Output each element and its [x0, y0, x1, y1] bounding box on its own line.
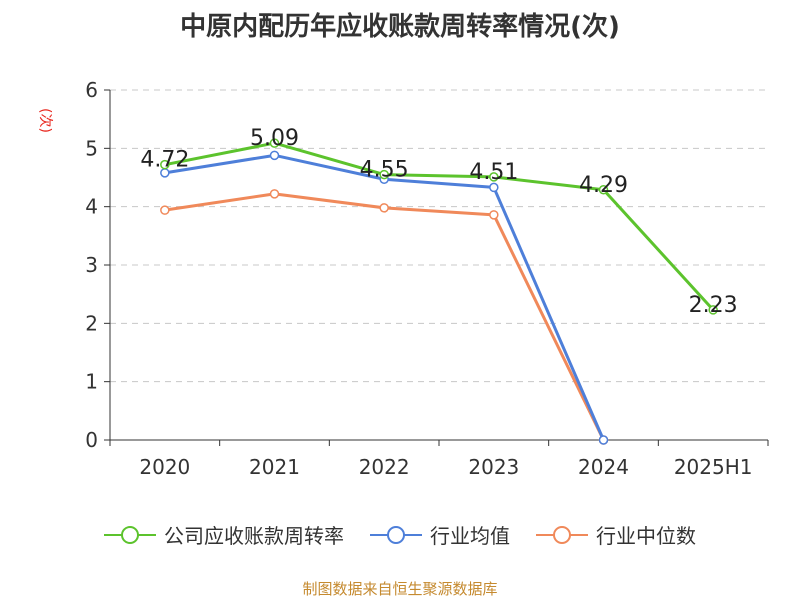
series-line-2 [164, 192, 605, 441]
series-point-1 [269, 150, 280, 161]
series-point-0 [379, 169, 389, 180]
series-point-2 [269, 189, 280, 199]
series-point-1 [489, 182, 499, 193]
legend-item-industry-mean[interactable]: 行业均值 [370, 520, 510, 549]
series-point-0 [160, 159, 170, 170]
y-tick-label: 0 [85, 428, 98, 452]
legend-swatch-industry-mean [370, 525, 422, 544]
legend-item-industry-median[interactable]: 行业中位数 [536, 520, 696, 549]
legend-swatch-company [104, 525, 156, 544]
data-label: 5.09 [250, 126, 299, 151]
y-tick-label: 3 [85, 253, 98, 277]
x-tick-label: 2023 [468, 455, 519, 479]
legend-label-industry-mean: 行业均值 [430, 524, 510, 548]
grid-layer [110, 89, 768, 383]
legend: 公司应收账款周转率 行业均值 行业中位数 [0, 520, 800, 549]
y-tick-label: 4 [85, 195, 98, 219]
chart-title: 中原内配历年应收账款周转率情况(次) [180, 12, 620, 42]
data-label: 4.29 [579, 173, 628, 198]
axis-layer: 0 1 2 3 4 5 6 2020 2021 2022 2023 2024 2025H1 [85, 78, 769, 479]
source-note: 制图数据来自恒生聚源数据库 [302, 580, 498, 598]
series-point-0 [269, 138, 280, 148]
label-layer: 4.72 5.09 4.55 4.51 4.29 2.23 [140, 126, 737, 318]
series-point-2 [379, 203, 389, 213]
x-tick-label: 2021 [249, 455, 300, 479]
series-point-0 [708, 305, 718, 315]
legend-item-company[interactable]: 公司应收账款周转率 [104, 520, 344, 549]
data-label: 2.23 [689, 293, 738, 318]
data-label: 4.51 [469, 160, 518, 185]
series-point-0 [598, 185, 609, 195]
series-line-1 [164, 153, 605, 441]
x-tick-label: 2024 [578, 455, 629, 479]
x-tick-label: 2020 [139, 455, 190, 479]
y-tick-label: 1 [85, 370, 98, 394]
y-tick-label: 5 [85, 136, 98, 160]
series-point-0 [489, 172, 499, 182]
series-point-1 [598, 435, 609, 445]
legend-label-company: 公司应收账款周转率 [164, 524, 344, 548]
data-label: 4.55 [360, 158, 409, 183]
y-tick-label: 2 [85, 311, 98, 335]
data-label: 4.72 [140, 148, 189, 173]
y-tick-label: 6 [85, 78, 98, 102]
x-tick-label: 2025H1 [674, 455, 753, 479]
legend-swatch-industry-median [536, 525, 588, 544]
x-tick-label: 2022 [359, 455, 410, 479]
series-line-0 [164, 141, 715, 311]
series-layer [160, 138, 718, 445]
series-point-2 [489, 210, 499, 220]
series-point-2 [160, 205, 170, 215]
legend-label-industry-median: 行业中位数 [596, 524, 696, 548]
